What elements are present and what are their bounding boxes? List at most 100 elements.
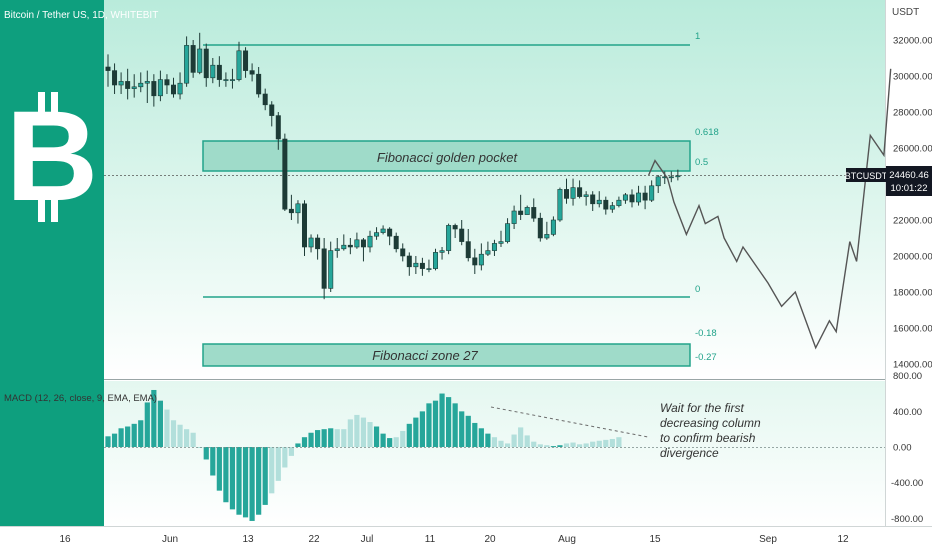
candle-body [262, 93, 268, 106]
candle-body [537, 217, 543, 239]
candle-body [609, 205, 615, 210]
macd-tick-label: 400.00 [893, 407, 922, 418]
candle-body [184, 45, 190, 84]
bitcoin-logo-bar-top-left [38, 92, 45, 114]
candle-body [380, 228, 386, 233]
macd-bar [190, 432, 196, 447]
macd-bar [557, 445, 563, 447]
candle-body [144, 81, 150, 84]
macd-bar [118, 428, 124, 447]
candle-body [406, 255, 412, 268]
macd-bar [151, 389, 157, 447]
candle-body [131, 86, 137, 89]
zone-27-label: Fibonacci zone 27 [372, 348, 478, 363]
candle-body [419, 262, 425, 269]
macd-bar [170, 420, 177, 447]
candle-body [223, 79, 229, 81]
price-tick-label: 32000.00 [893, 36, 932, 47]
price-tag [886, 166, 932, 196]
macd-note: Wait for the first decreasing column to … [660, 401, 761, 460]
candle-body [360, 239, 366, 248]
macd-bar [511, 434, 517, 447]
candle-body [432, 252, 438, 269]
candle-body [197, 48, 203, 73]
macd-bar [504, 443, 511, 447]
macd-bar [603, 439, 609, 447]
candle-body [603, 199, 609, 210]
macd-bar [550, 446, 556, 448]
macd-bar [341, 429, 347, 447]
symbol-tag-text: BTCUSDT [845, 171, 888, 181]
macd-tick-label: -800.00 [891, 514, 923, 525]
macd-bar [223, 447, 229, 503]
macd-bar [544, 445, 550, 447]
time-tick-label: 11 [425, 534, 436, 545]
time-tick-label: Sep [759, 534, 777, 545]
bitcoin-logo-glyph: B [6, 85, 98, 228]
price-tick-label: 30000.00 [893, 72, 932, 83]
macd-bar [295, 443, 301, 447]
macd-bar [197, 447, 203, 448]
candle-body [105, 66, 111, 71]
macd-bar [478, 428, 484, 447]
candle-body [622, 194, 628, 201]
macd-bar [236, 447, 242, 515]
macd-bar [432, 400, 439, 447]
macd-bar [301, 437, 308, 447]
macd-bar [491, 437, 498, 447]
candle-body [446, 225, 452, 251]
candle-body [347, 244, 353, 248]
macd-note-line-4: divergence [660, 446, 719, 460]
candle-body [668, 176, 674, 179]
macd-bar [229, 447, 236, 510]
macd-bar [288, 447, 294, 456]
macd-bar [583, 443, 589, 447]
candle-body [282, 138, 288, 210]
macd-bar [537, 444, 543, 447]
macd-bar [216, 447, 222, 491]
candle-body [544, 234, 550, 239]
macd-bar [157, 400, 163, 447]
candlestick-series [105, 32, 681, 300]
zone-27-zone [202, 343, 691, 367]
price-label: BTCUSDT 24460.46 10:01:22 [845, 166, 932, 196]
macd-bar [413, 417, 419, 447]
macd-bar [256, 447, 262, 515]
macd-bar [465, 415, 471, 447]
candle-body [334, 248, 340, 251]
macd-bar [177, 424, 183, 447]
candle-body [400, 248, 406, 257]
macd-bar [184, 429, 190, 447]
macd-bar [577, 444, 583, 447]
candle-body [210, 64, 216, 79]
macd-bar [347, 419, 353, 447]
macd-bar [262, 447, 268, 505]
macd-histogram [104, 389, 885, 521]
candle-body [112, 70, 118, 86]
candle-body [387, 228, 393, 237]
candle-body [570, 187, 576, 199]
macd-bar [367, 422, 373, 447]
candle-body [596, 199, 602, 205]
macd-tick-label: -400.00 [891, 478, 923, 489]
macd-bar [138, 420, 144, 447]
fib-label-1: 1 [695, 31, 700, 42]
time-tick-label: 13 [242, 534, 254, 545]
candle-body [531, 207, 537, 219]
candle-body [256, 73, 262, 95]
candle-body [518, 210, 524, 215]
macd-bar [144, 402, 150, 447]
candle-body [498, 241, 504, 244]
macd-bar [269, 447, 275, 494]
fib-label-minus027: -0.27 [695, 352, 717, 363]
macd-title[interactable]: MACD (12, 26, close, 9, EMA, EMA) [4, 393, 157, 404]
price-tag-countdown: 10:01:22 [891, 183, 928, 194]
symbol-title[interactable]: Bitcoin / Tether US, 1D, WHITEBIT [4, 10, 158, 21]
macd-bar [459, 411, 465, 447]
macd-bar [360, 417, 367, 447]
candle-body [367, 235, 373, 248]
candle-body [171, 84, 177, 95]
candle-body [649, 185, 655, 201]
macd-note-line-1: Wait for the first [660, 401, 744, 415]
